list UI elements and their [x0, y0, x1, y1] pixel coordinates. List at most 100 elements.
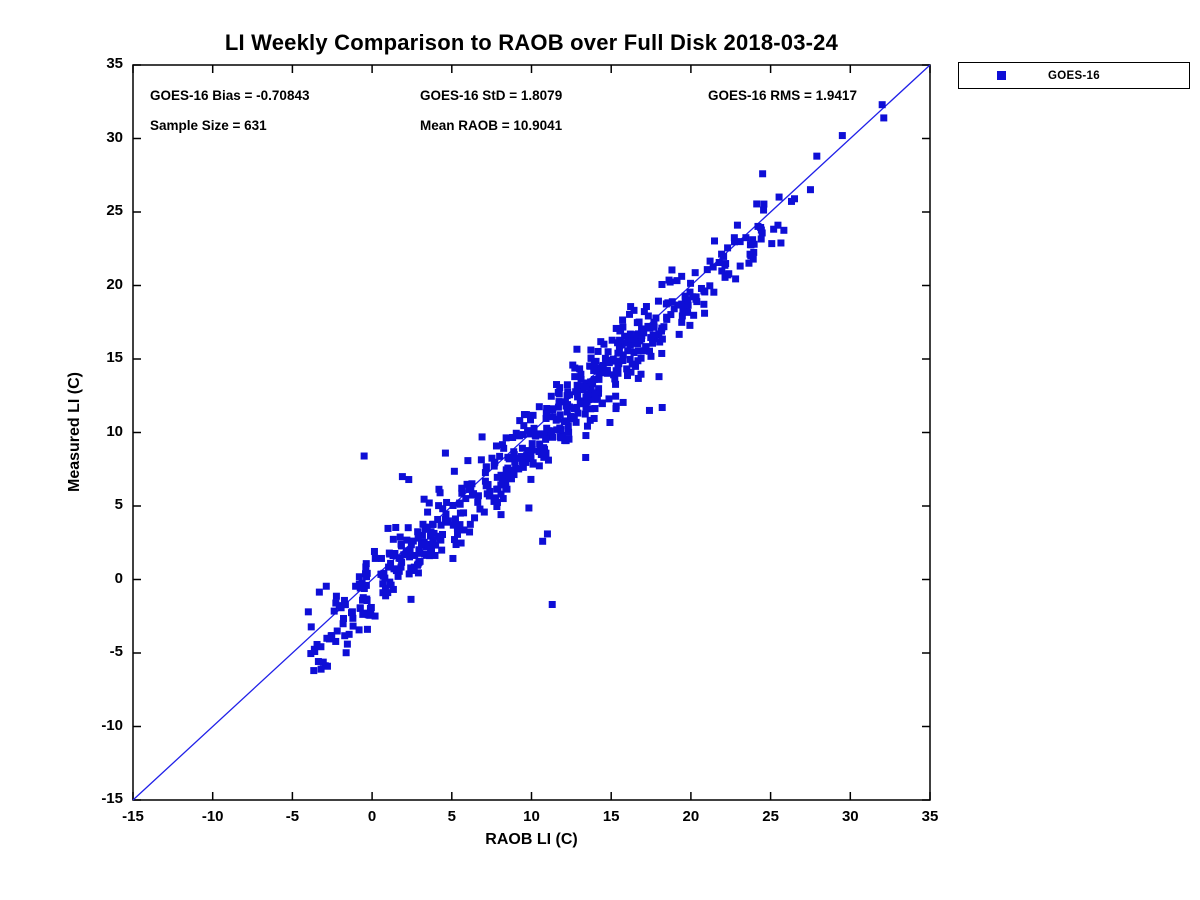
scatter-point	[630, 348, 638, 356]
scatter-point	[582, 379, 590, 387]
scatter-point	[438, 546, 446, 554]
scatter-point	[420, 495, 428, 503]
scatter-point	[563, 408, 571, 416]
scatter-point	[645, 406, 653, 414]
scatter-point	[590, 414, 598, 422]
scatter-point	[587, 354, 595, 362]
scatter-point	[571, 373, 579, 381]
scatter-point	[498, 441, 506, 449]
scatter-point	[425, 499, 433, 507]
scatter-point	[730, 234, 738, 242]
scatter-point	[597, 338, 605, 346]
scatter-point	[543, 530, 551, 538]
scatter-point	[675, 330, 683, 338]
scatter-point	[556, 433, 564, 441]
scatter-point	[527, 416, 535, 424]
scatter-point	[645, 347, 653, 355]
scatter-point	[404, 524, 412, 532]
y-tick-label: 20	[106, 275, 123, 293]
x-tick-label: 5	[447, 808, 456, 825]
scatter-point	[606, 419, 614, 427]
scatter-point	[644, 312, 652, 320]
scatter-point	[503, 485, 511, 493]
scatter-point	[553, 426, 561, 434]
scatter-point	[531, 431, 539, 439]
scatter-point	[359, 594, 367, 602]
scatter-point	[396, 533, 404, 541]
scatter-point	[615, 345, 623, 353]
scatter-point	[482, 464, 490, 472]
scatter-point	[614, 349, 622, 357]
scatter-point	[509, 454, 517, 462]
scatter-point	[539, 537, 547, 545]
scatter-point	[540, 453, 548, 461]
scatter-point	[666, 278, 674, 286]
scatter-point	[390, 565, 398, 573]
scatter-point	[721, 273, 729, 281]
legend-label-goes16: GOES-16	[1048, 69, 1100, 82]
scatter-point	[414, 534, 422, 542]
scatter-point	[485, 492, 493, 500]
scatter-point	[626, 310, 634, 318]
scatter-point	[673, 277, 681, 285]
scatter-point	[426, 540, 434, 548]
scatter-point	[691, 269, 699, 277]
y-tick-label: 30	[106, 128, 123, 146]
scatter-point	[602, 358, 610, 366]
scatter-point	[583, 390, 591, 398]
scatter-point	[589, 379, 597, 387]
scatter-point	[414, 569, 422, 577]
scatter-point	[703, 266, 711, 274]
scatter-point	[626, 341, 634, 349]
scatter-point	[462, 495, 470, 503]
scatter-point	[343, 640, 351, 648]
scatter-point	[539, 431, 547, 439]
scatter-point	[590, 375, 598, 383]
scatter-point	[403, 536, 411, 544]
scatter-point	[725, 270, 733, 278]
scatter-point	[587, 346, 595, 354]
scatter-point	[746, 250, 754, 258]
scatter-point	[437, 521, 445, 529]
scatter-point	[813, 152, 821, 160]
scatter-point	[513, 454, 521, 462]
scatter-point	[509, 433, 517, 441]
x-tick-label: -10	[201, 808, 224, 825]
scatter-point	[454, 530, 462, 538]
scatter-point	[747, 241, 755, 249]
scatter-point	[563, 381, 571, 389]
scatter-point	[649, 339, 657, 347]
scatter-point	[435, 502, 443, 510]
scatter-point	[325, 635, 333, 643]
scatter-point	[389, 585, 397, 593]
scatter-point	[658, 335, 666, 343]
scatter-point	[419, 520, 427, 528]
scatter-point	[518, 457, 526, 465]
scatter-point	[540, 447, 548, 455]
legend-marker-goes16	[997, 71, 1006, 80]
scatter-point	[317, 665, 325, 673]
scatter-point	[402, 547, 410, 555]
x-tick-label: 30	[841, 808, 859, 825]
annotation-mean-raob: Mean RAOB = 10.9041	[420, 118, 563, 133]
scatter-point	[700, 287, 708, 295]
scatter-point	[330, 607, 338, 615]
scatter-point	[435, 485, 443, 493]
scatter-point	[618, 341, 626, 349]
scatter-point	[502, 468, 510, 476]
scatter-point	[544, 456, 552, 464]
scatter-point	[547, 427, 555, 435]
y-tick-label: 5	[114, 496, 123, 513]
scatter-point	[610, 371, 618, 379]
scatter-point	[718, 250, 726, 258]
scatter-point	[759, 170, 767, 178]
scatter-point	[409, 537, 417, 545]
scatter-point	[460, 509, 468, 517]
scatter-point	[570, 413, 578, 421]
scatter-point	[586, 416, 594, 424]
scatter-point	[522, 458, 530, 466]
scatter-point	[355, 626, 363, 634]
scatter-point	[496, 452, 504, 460]
x-tick-label: 0	[367, 808, 377, 825]
scatter-point	[587, 405, 595, 413]
